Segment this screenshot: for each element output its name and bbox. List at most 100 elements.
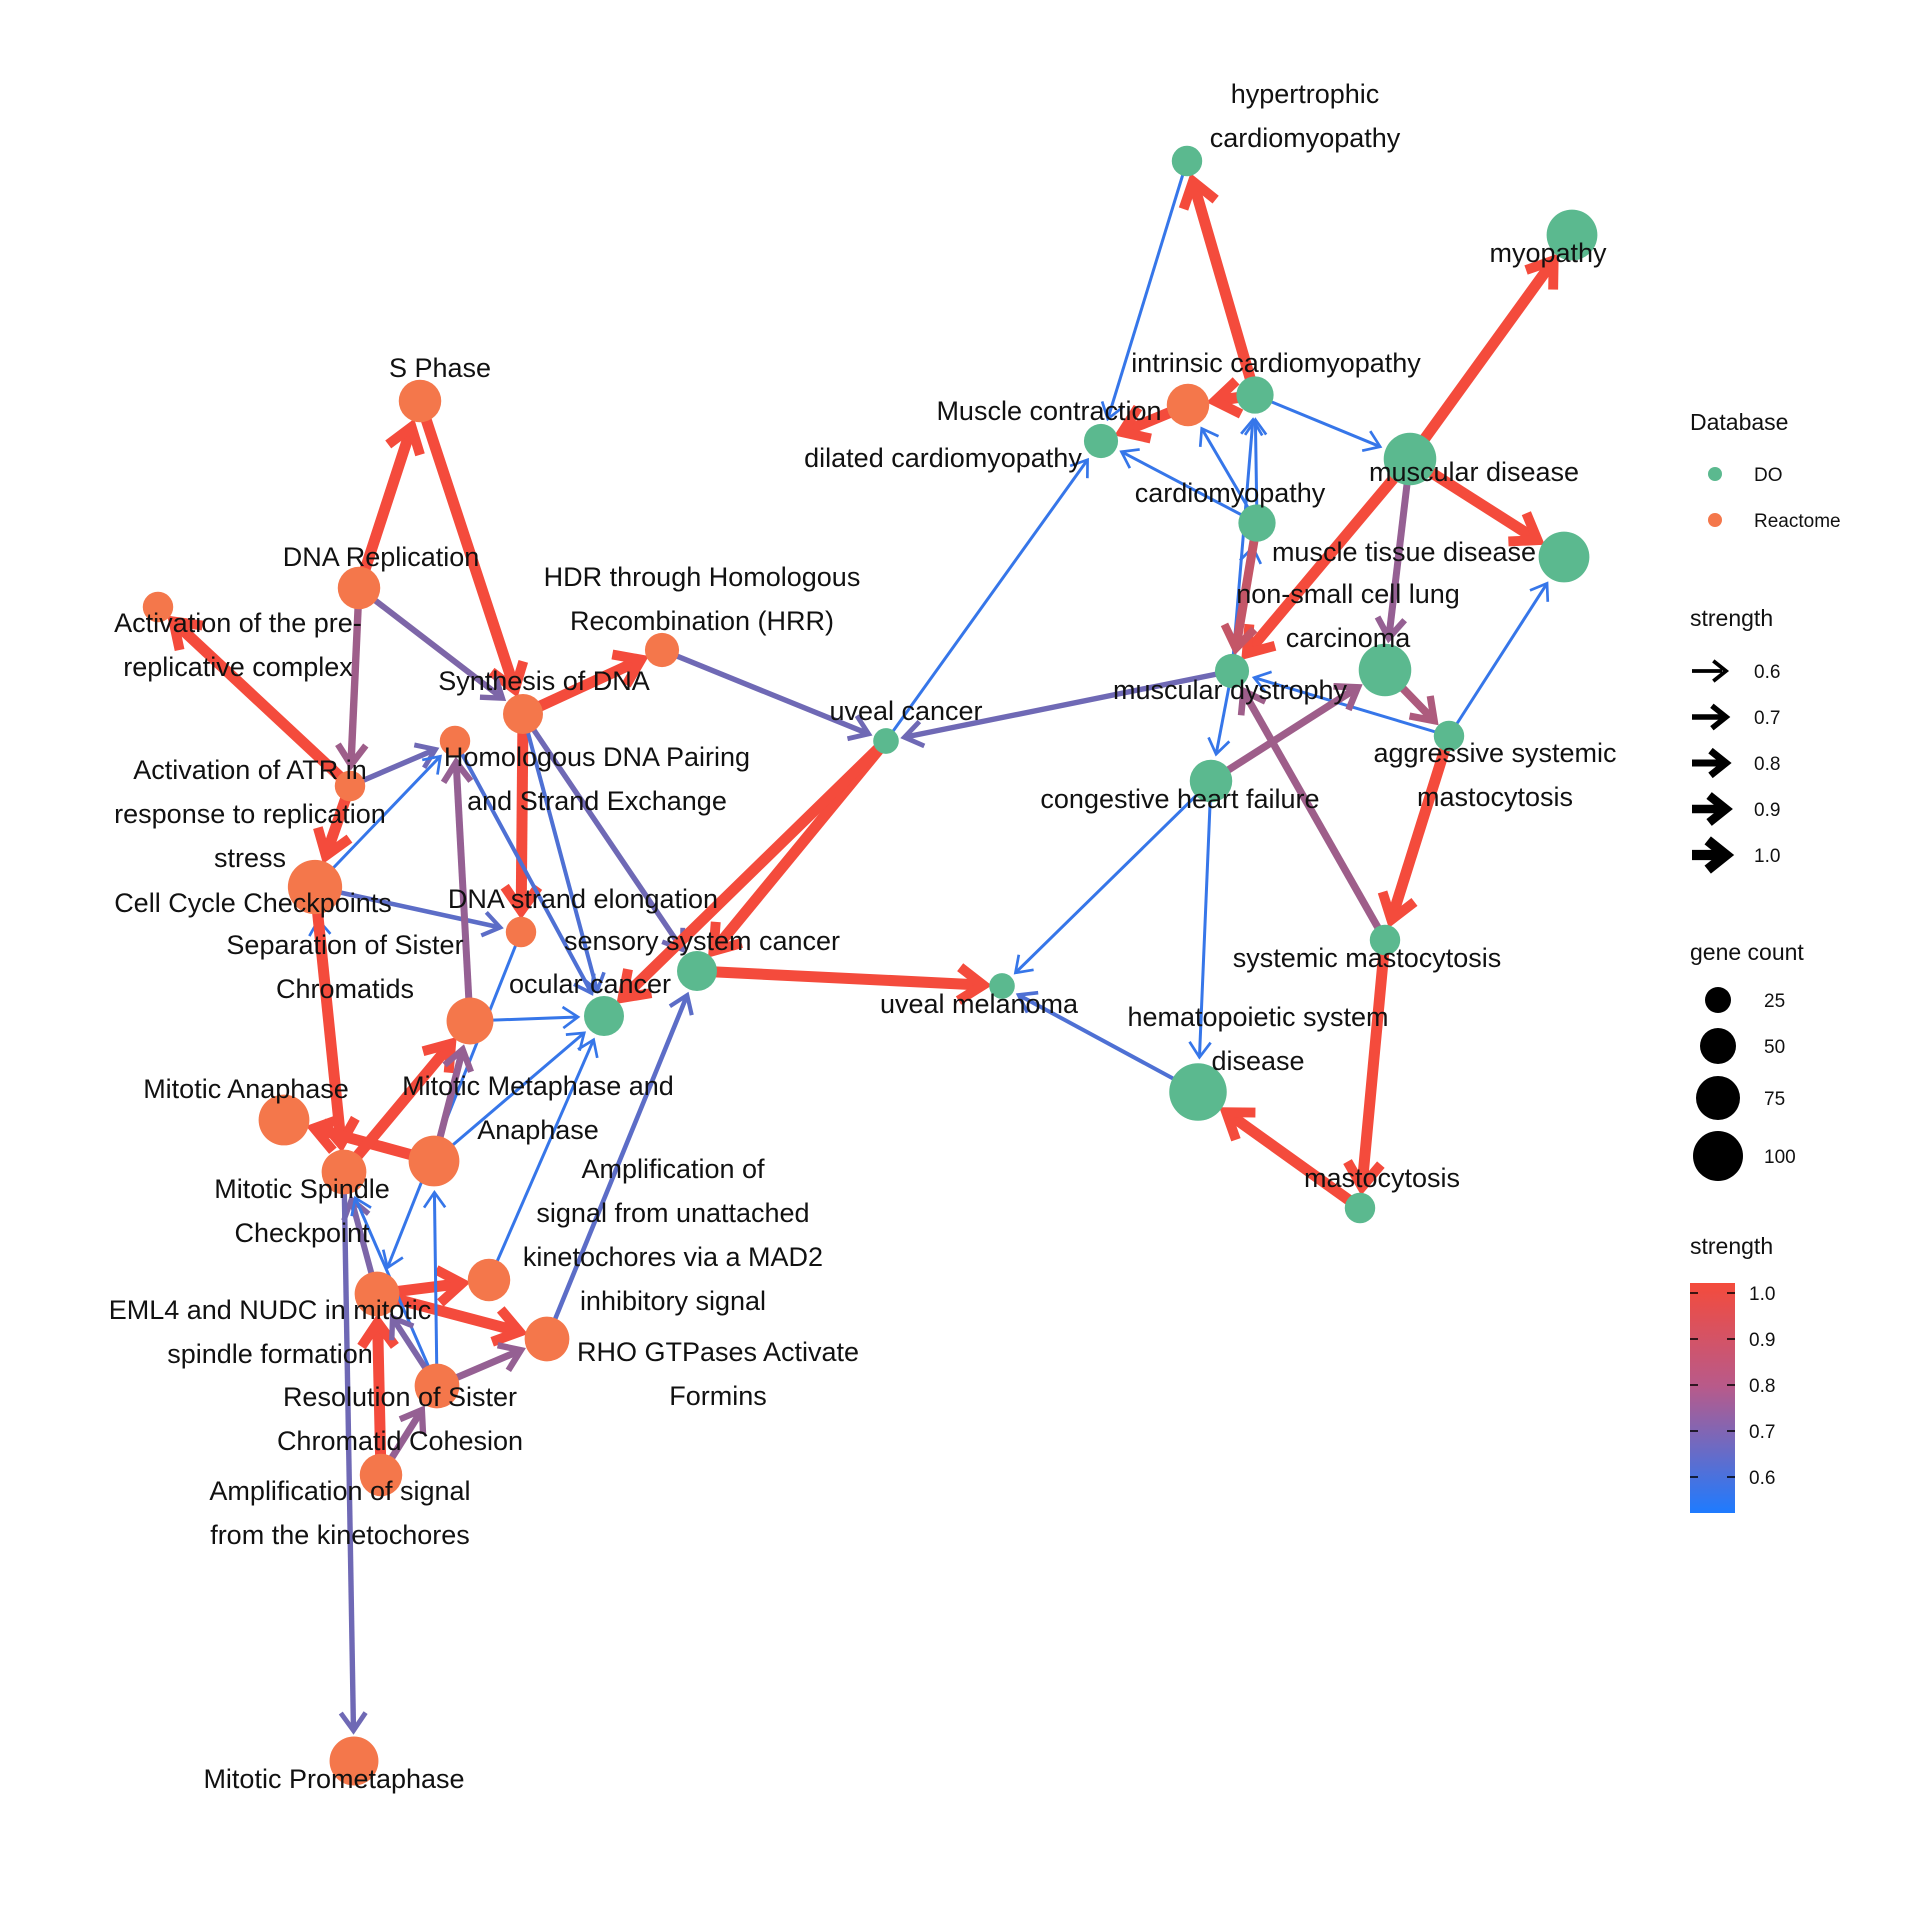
node-layer — [142, 145, 1598, 1786]
node-label-asm: aggressive systemic mastocytosis — [1373, 738, 1616, 812]
node-icm — [1236, 376, 1274, 414]
legend-arrow-sample — [1692, 792, 1733, 826]
node-label-oc: ocular cancer — [509, 969, 671, 999]
legend-arrow-sample — [1692, 836, 1735, 874]
node-label-dnael: DNA strand elongation — [448, 884, 718, 914]
edge-dnael-to-eml4 — [381, 931, 523, 1270]
node-label-sphase: S Phase — [389, 353, 491, 383]
legend-do-dot — [1708, 467, 1722, 481]
node-label-msc: Mitotic Spindle Checkpoint — [214, 1174, 390, 1248]
legend-reactome-label: Reactome — [1754, 511, 1841, 532]
node-label-masto: mastocytosis — [1304, 1163, 1460, 1193]
node-label-syndna: Synthesis of DNA — [438, 666, 650, 696]
edge-cm-to-mdys — [1220, 522, 1262, 656]
edge-dnarep-to-sphase — [353, 418, 425, 590]
legend-strength-colorbar: strength 1.0 0.9 0.8 0.7 0.6 — [1690, 1233, 1775, 1513]
node-label-nsclc: non-small cell lung carcinoma — [1236, 579, 1460, 653]
edge-ssc-to-um — [696, 963, 992, 1005]
edge-hdr-to-uc — [660, 647, 873, 742]
legend-reactome-dot — [1708, 513, 1722, 527]
colorbar-tick-0-8: 0.8 — [1749, 1376, 1775, 1397]
legend-arrow-samples — [1692, 659, 1735, 874]
node-label-line: Muscle contraction — [936, 396, 1161, 426]
node-label-atr: Activation of ATR in response to replicat… — [114, 755, 386, 873]
node-label-mtd: muscle tissue disease — [1272, 537, 1536, 567]
edge-amad2-to-oc — [487, 1037, 599, 1281]
node-label-line: sensory system cancer — [564, 926, 840, 956]
node-label-icm: intrinsic cardiomyopathy — [1131, 348, 1421, 378]
node-label-line: mastocytosis — [1417, 782, 1573, 812]
node-label-manaph: Mitotic Anaphase — [143, 1074, 349, 1104]
node-label-line: Homologous DNA Pairing — [444, 742, 750, 772]
node-label-line: congestive heart failure — [1040, 784, 1319, 814]
node-label-line: mastocytosis — [1304, 1163, 1460, 1193]
node-label-line: DNA strand elongation — [448, 884, 718, 914]
legend-gene-100-dot — [1693, 1131, 1743, 1181]
edge-uc-to-dcm — [884, 457, 1089, 742]
colorbar-ticks — [1690, 1292, 1735, 1478]
node-eml4 — [354, 1271, 400, 1317]
node-label-ssc: sensory system cancer — [564, 926, 840, 956]
node-ssc — [677, 951, 717, 991]
edge-md-to-nsclc — [1374, 458, 1414, 644]
node-dnarep — [337, 566, 381, 610]
node-rscc — [414, 1363, 460, 1409]
edge-rscc-to-mmaa — [422, 1190, 447, 1387]
legend-gene-25-dot — [1705, 987, 1731, 1013]
node-label-line: systemic mastocytosis — [1233, 943, 1502, 973]
node-label-line: hematopoietic system — [1127, 1002, 1388, 1032]
node-label-line: Amplification of signal — [209, 1476, 470, 1506]
legend-gene-75-dot — [1696, 1076, 1740, 1120]
edge-rho-to-ssc — [544, 991, 694, 1340]
node-label-line: ocular cancer — [509, 969, 671, 999]
legend-gene-25: 25 — [1764, 991, 1785, 1012]
edge-chf-to-um — [1013, 779, 1213, 975]
node-label-line: Cell Cycle Checkpoints — [114, 888, 392, 918]
node-um — [989, 973, 1015, 999]
node-label-line: S Phase — [389, 353, 491, 383]
node-label-line: stress — [214, 843, 286, 873]
node-label-cm: cardiomyopathy — [1135, 478, 1326, 508]
node-label-ccc: Cell Cycle Checkpoints — [114, 888, 392, 918]
legend-strength-color-title: strength — [1690, 1233, 1773, 1259]
legend-arrow-sample — [1692, 747, 1732, 779]
node-label-line: muscular disease — [1369, 457, 1579, 487]
edge-ask-to-eml4 — [357, 1313, 399, 1476]
edge-masto-to-hsd — [1219, 1107, 1364, 1213]
legend-strength-1-0: 1.0 — [1754, 846, 1780, 867]
node-md — [1383, 432, 1437, 486]
node-myopathy — [1546, 209, 1598, 261]
colorbar-tick-1-0: 1.0 — [1749, 1284, 1775, 1305]
edge-hdnap-to-oc — [453, 740, 596, 996]
legend-strength-0-8: 0.8 — [1754, 754, 1780, 775]
node-label-line: Chromatid Cohesion — [277, 1426, 523, 1456]
node-ask — [359, 1453, 403, 1497]
node-label-line: Synthesis of DNA — [438, 666, 650, 696]
legend-arrow-sample — [1692, 703, 1731, 731]
edge-ssc2-to-hdnap — [440, 756, 474, 1022]
legend-do-label: DO — [1754, 465, 1783, 486]
edge-layer — [167, 160, 1559, 1735]
legend-gene-50: 50 — [1764, 1037, 1785, 1058]
node-label-line: aggressive systemic — [1373, 738, 1616, 768]
node-label-line: Recombination (HRR) — [570, 606, 834, 636]
legend-database-title: Database — [1690, 409, 1788, 435]
node-label-line: and Strand Exchange — [467, 786, 727, 816]
edge-ccc-to-msc — [309, 886, 360, 1153]
node-apc — [142, 591, 174, 623]
node-label-dcm: dilated cardiomyopathy — [804, 443, 1082, 473]
edge-syndna-to-hdr — [520, 649, 649, 719]
node-label-line: intrinsic cardiomyopathy — [1131, 348, 1421, 378]
node-label-line: Mitotic Metaphase and — [402, 1071, 674, 1101]
node-mmaa — [408, 1135, 460, 1187]
strength-colorbar — [1690, 1283, 1735, 1513]
node-ssc2 — [446, 997, 494, 1045]
node-label-chf: congestive heart failure — [1040, 784, 1319, 814]
edge-md-to-myopathy — [1405, 253, 1559, 463]
node-label-hdr: HDR through Homologous Recombination (HRR… — [544, 562, 861, 636]
edge-syndna-to-dnael — [500, 713, 543, 920]
edge-hsd-to-um — [1015, 990, 1199, 1094]
edge-hcm-to-dcm — [1100, 160, 1189, 422]
node-label-sm: systemic mastocytosis — [1233, 943, 1502, 973]
node-label-line: DNA Replication — [283, 542, 480, 572]
